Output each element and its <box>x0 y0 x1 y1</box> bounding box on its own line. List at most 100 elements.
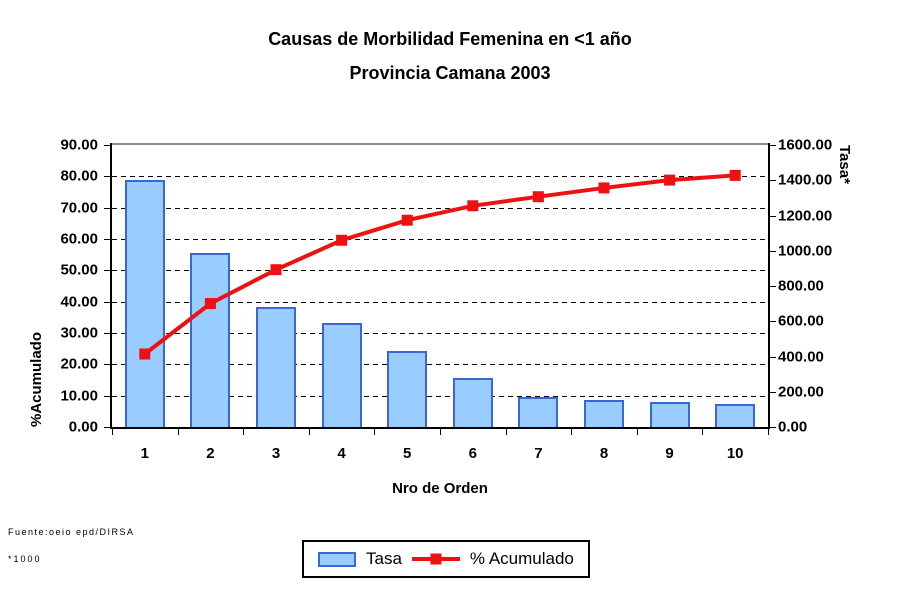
left-axis-tick-mark <box>104 427 110 428</box>
gridline <box>112 207 768 209</box>
bar-tasa-8 <box>584 399 624 427</box>
right-axis-tick-mark <box>770 145 776 146</box>
right-axis-tick-mark <box>770 286 776 287</box>
legend-acumulado-marker-icon <box>430 553 442 565</box>
x-axis-tick-label: 5 <box>403 445 412 462</box>
left-axis-tick-label: 50.00 <box>60 261 98 279</box>
x-axis-tick-mark <box>308 429 310 435</box>
bar-tasa-7 <box>518 397 559 427</box>
right-axis-tick-mark <box>770 180 776 182</box>
acumulado-marker-9 <box>664 174 676 186</box>
right-axis-tick-label: 200.00 <box>778 383 824 401</box>
acumulado-marker-10 <box>729 169 741 181</box>
acumulado-marker-1 <box>139 348 151 360</box>
left-axis-tick-mark <box>104 207 110 209</box>
right-axis-tick-mark <box>770 250 776 252</box>
left-axis-tick-mark <box>104 145 110 146</box>
x-axis-tick-mark <box>702 429 704 435</box>
acumulado-line <box>143 173 736 356</box>
left-axis-tick-label: 90.00 <box>60 136 98 154</box>
left-axis-tick-mark <box>104 176 110 178</box>
right-axis-tick-label: 1000.00 <box>778 242 833 260</box>
plot-border-right <box>768 143 770 429</box>
right-axis-tick-mark <box>770 427 776 428</box>
bar-tasa-4 <box>321 323 362 427</box>
x-axis-tick-label: 4 <box>337 445 346 462</box>
right-axis-tick-label: 0.00 <box>778 418 808 436</box>
x-axis-tick-mark <box>374 429 376 435</box>
x-axis-tick-mark <box>571 429 573 435</box>
x-axis-tick-label: 8 <box>599 445 609 462</box>
legend-tasa-swatch <box>318 551 356 567</box>
left-axis-tick-mark <box>104 239 110 240</box>
left-axis-tick-mark <box>104 364 110 366</box>
x-axis-tick-label: 7 <box>534 445 543 462</box>
scale-note: *1000 <box>8 554 42 564</box>
plot-border-top <box>110 143 770 145</box>
bar-tasa-2 <box>190 252 231 427</box>
gridline <box>112 364 768 366</box>
legend-tasa-label: Tasa <box>366 549 402 568</box>
left-axis-tick-label: 60.00 <box>60 230 98 248</box>
right-axis-tick-label: 600.00 <box>778 312 824 330</box>
bar-tasa-6 <box>452 377 493 427</box>
right-axis-tick-mark <box>770 215 776 217</box>
acumulado-line-layer <box>139 169 741 360</box>
left-axis-title: %Acumulado <box>28 331 45 427</box>
acumulado-marker-6 <box>467 200 479 212</box>
x-axis-tick-label: 2 <box>206 445 215 462</box>
left-axis-tick-mark <box>104 301 110 303</box>
acumulado-marker-8 <box>598 182 610 194</box>
legend-acumulado-line-sample <box>411 553 460 565</box>
right-axis-tick-label: 800.00 <box>778 277 824 295</box>
chart-title-line1: Causas de Morbilidad Femenina en <1 año <box>268 29 632 49</box>
gridline <box>112 176 768 178</box>
right-axis-tick-mark <box>770 321 776 323</box>
x-axis-tick-label: 10 <box>726 445 744 462</box>
acumulado-marker-4 <box>336 234 348 246</box>
left-axis-tick-label: 70.00 <box>60 199 98 217</box>
x-axis-tick-mark <box>177 429 179 435</box>
bar-tasa-10 <box>715 404 756 427</box>
left-axis-tick-mark <box>104 395 110 397</box>
right-axis-tick-label: 400.00 <box>778 348 824 365</box>
acumulado-marker-5 <box>401 214 413 226</box>
gridline <box>112 239 768 240</box>
x-axis-tick-mark <box>112 429 113 435</box>
left-axis-tick-label: 10.00 <box>60 387 98 405</box>
left-axis-tick-label: 80.00 <box>60 167 98 185</box>
x-axis-tick-label: 9 <box>665 445 674 462</box>
left-axis-tick-mark <box>104 270 110 272</box>
gridline <box>112 333 768 334</box>
x-axis-tick-mark <box>440 429 441 435</box>
bar-tasa-5 <box>387 351 428 427</box>
x-axis-tick-mark <box>505 429 507 435</box>
right-axis-tick-label: 1200.00 <box>778 207 833 224</box>
left-axis-tick-mark <box>104 333 110 334</box>
right-axis-title: Tasa* <box>836 145 853 184</box>
x-axis-tick-label: 6 <box>468 445 477 462</box>
bar-tasa-9 <box>649 402 690 427</box>
x-axis-tick-mark <box>768 429 769 435</box>
right-axis-tick-mark <box>770 356 776 358</box>
bar-tasa-3 <box>256 307 296 427</box>
x-axis-tick-label: 1 <box>140 445 149 462</box>
source-note: Fuente:oeio epd/DIRSA <box>8 527 135 537</box>
x-axis-tick-label: 3 <box>271 445 281 462</box>
right-axis-tick-label: 1400.00 <box>778 171 833 189</box>
x-axis-title: Nro de Orden <box>392 480 488 497</box>
acumulado-marker-7 <box>532 191 544 203</box>
bar-tasa-1 <box>124 180 165 427</box>
legend: Tasa % Acumulado <box>302 540 590 578</box>
right-axis-tick-label: 1600.00 <box>778 136 833 154</box>
left-axis-tick-label: 30.00 <box>60 324 98 342</box>
acumulado-marker-2 <box>204 298 216 310</box>
x-axis-tick-mark <box>243 429 245 435</box>
left-axis-tick-label: 20.00 <box>60 355 98 373</box>
legend-acumulado-label: % Acumulado <box>469 549 574 568</box>
left-axis-tick-label: 40.00 <box>60 293 98 311</box>
chart-title: Causas de Morbilidad Femenina en <1 año … <box>0 22 900 90</box>
gridline <box>112 395 768 397</box>
gridline <box>112 301 768 303</box>
